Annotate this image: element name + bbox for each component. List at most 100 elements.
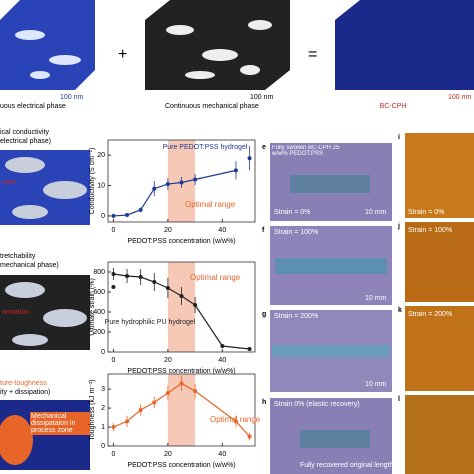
caption: uous electrical phase bbox=[0, 103, 66, 110]
x-tick-label: 40 bbox=[218, 357, 226, 364]
y-tick-label: 20 bbox=[97, 152, 105, 159]
cube-electrical bbox=[0, 0, 95, 90]
process-zone bbox=[0, 415, 33, 465]
strain-label: Strain = 0% bbox=[274, 209, 310, 216]
scale-bar: 100 nm bbox=[60, 94, 84, 101]
pattern bbox=[5, 282, 87, 346]
panel-label: i bbox=[398, 134, 400, 141]
photo-note-text: Fully swollen BC-CPH 25 w/w% PEDOT:PSS bbox=[272, 145, 340, 157]
afm bbox=[405, 222, 474, 302]
y-axis-label: Conductivity (S cm⁻¹) bbox=[89, 148, 96, 215]
panel-title: electrical phase) bbox=[0, 138, 51, 145]
sample bbox=[275, 258, 387, 274]
cube-pattern bbox=[166, 20, 272, 79]
panel-tag: Mechanical dissipataion in process zone bbox=[30, 412, 90, 435]
x-axis-label: PEDOT:PSS concentration (w/w%) bbox=[127, 238, 235, 245]
caption: BC-CPH bbox=[380, 103, 407, 110]
strain-label: Strain = 200% bbox=[274, 313, 318, 320]
data-point bbox=[111, 272, 116, 276]
data-point bbox=[179, 180, 184, 185]
y-tick-label: 400 bbox=[93, 309, 105, 316]
data-point bbox=[165, 390, 170, 395]
axis-frame bbox=[107, 139, 256, 223]
data-point bbox=[111, 425, 116, 430]
scale-bar: 10 mm bbox=[365, 295, 387, 302]
strain-label: Strain = 100% bbox=[274, 229, 318, 236]
data-point bbox=[247, 347, 252, 351]
data-point bbox=[111, 213, 116, 218]
strain-label: Strain = 100% bbox=[408, 227, 452, 234]
scale-bar: 10 mm bbox=[365, 381, 387, 388]
y-tick-label: 0 bbox=[101, 349, 105, 356]
x-tick-label: 20 bbox=[164, 357, 172, 364]
data-point bbox=[247, 434, 252, 439]
data-point bbox=[138, 408, 143, 412]
sample bbox=[290, 175, 370, 193]
x-tick-label: 40 bbox=[218, 451, 226, 458]
cube-mechanical bbox=[145, 0, 290, 90]
panel-title: ical conductivity bbox=[0, 129, 50, 136]
panel-title: mechanical phase) bbox=[0, 262, 59, 269]
data-point bbox=[152, 400, 157, 405]
cube-bccph bbox=[335, 0, 474, 90]
data-point bbox=[125, 213, 130, 218]
panel-tag: ormation bbox=[2, 309, 29, 316]
y-axis-label: Toughness (kJ m⁻³) bbox=[89, 379, 96, 440]
axis-frame bbox=[107, 261, 256, 353]
data-point bbox=[125, 419, 130, 424]
y-tick-label: 600 bbox=[93, 289, 105, 296]
data-point bbox=[138, 207, 143, 212]
panel-title: ture-toughness bbox=[0, 380, 47, 387]
operator: = bbox=[308, 46, 317, 63]
strain-label: Strain = 200% bbox=[408, 311, 452, 318]
photo-note: Fully swollen BC-CPH 25 w/w% PEDOT:PSS bbox=[272, 145, 340, 157]
data-point bbox=[152, 280, 157, 284]
data-point bbox=[179, 294, 184, 298]
y-tick-label: 2 bbox=[101, 405, 105, 412]
data-point bbox=[125, 274, 130, 278]
x-axis-label: PEDOT:PSS concentration (w/w%) bbox=[127, 368, 235, 375]
data-point bbox=[233, 168, 238, 173]
sample bbox=[272, 345, 390, 357]
panel-tag-text: Mechanical dissipataion in process zone bbox=[30, 412, 90, 435]
y-axis-label: Ultimate strain (%) bbox=[89, 278, 96, 336]
strain-label: Strain = 0% bbox=[408, 209, 444, 216]
y-tick-label: 800 bbox=[93, 269, 105, 276]
series-label: Pure hydrophilic PU hydrogel bbox=[105, 319, 196, 326]
series-label: Pure PEDOT:PSS hydrogel bbox=[163, 144, 248, 151]
panel-title: tretchability bbox=[0, 253, 36, 260]
photos bbox=[270, 133, 474, 474]
pattern bbox=[5, 157, 87, 219]
afm bbox=[405, 306, 474, 391]
x-tick-label: 20 bbox=[164, 451, 172, 458]
y-tick-label: 0 bbox=[101, 213, 105, 220]
photo-note: Fully recovered original length bbox=[300, 462, 393, 469]
annotation: Optimal range bbox=[185, 200, 236, 209]
x-tick-label: 0 bbox=[111, 357, 115, 364]
afm bbox=[405, 133, 474, 218]
data-point bbox=[138, 275, 143, 279]
data-point bbox=[165, 286, 170, 290]
panel-title: ity + dissipation) bbox=[0, 389, 50, 396]
highlight-band bbox=[167, 262, 196, 352]
afm bbox=[405, 395, 474, 474]
series-line bbox=[113, 169, 237, 217]
data-point bbox=[220, 344, 225, 348]
axis-frame bbox=[107, 373, 256, 447]
panel-label: h bbox=[262, 399, 266, 406]
panel-label: f bbox=[262, 227, 265, 234]
x-tick-label: 0 bbox=[111, 227, 115, 234]
panel-label: k bbox=[398, 307, 402, 314]
panel-label: l bbox=[398, 396, 400, 403]
operator: + bbox=[118, 46, 127, 63]
panel-tag: rrent bbox=[2, 179, 16, 186]
strain-label: Strain 0% (elastic recovery) bbox=[274, 401, 360, 408]
data-point bbox=[179, 381, 184, 386]
x-axis-label: PEDOT:PSS concentration (w/w%) bbox=[127, 462, 235, 469]
scale-bar: 10 mm bbox=[365, 209, 387, 216]
panel-label: j bbox=[397, 223, 400, 230]
scale-bar: 100 nm bbox=[448, 94, 472, 101]
data-point bbox=[111, 285, 116, 289]
cube-pattern bbox=[15, 30, 81, 79]
